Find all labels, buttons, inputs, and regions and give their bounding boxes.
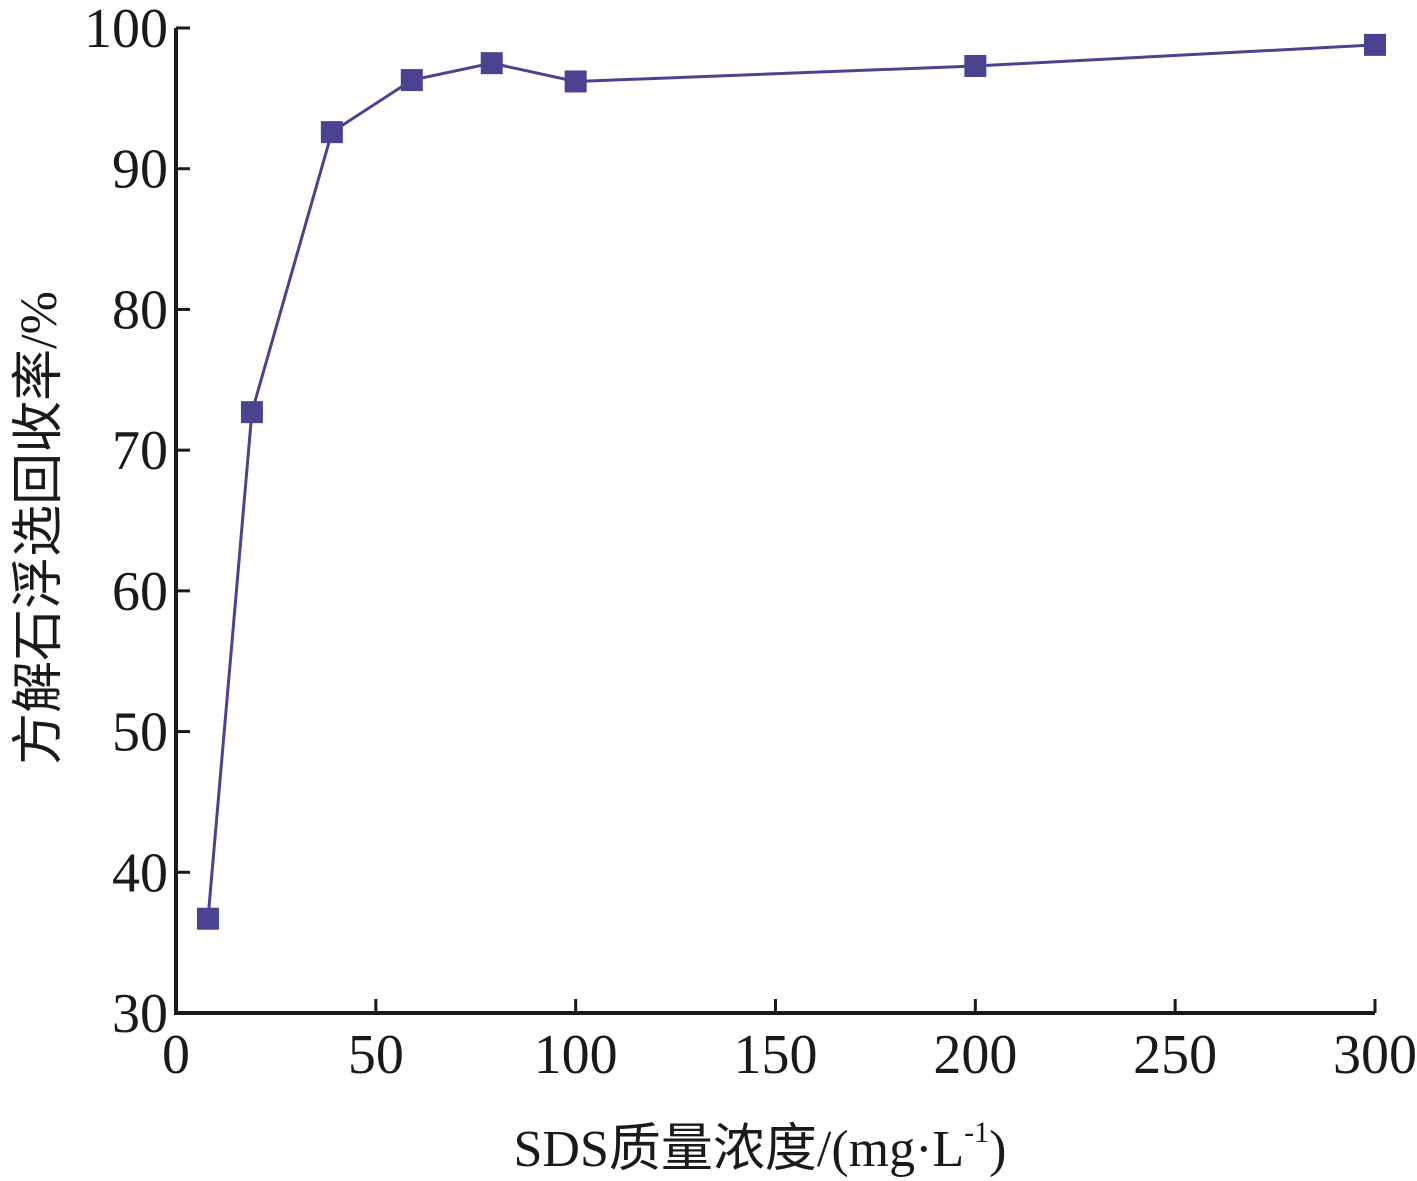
data-point-marker (564, 70, 587, 93)
data-point-marker (240, 401, 263, 424)
x-axis-title-main: SDS质量浓度/(mg·L (513, 1121, 964, 1178)
x-tick-label: 200 (933, 1024, 1017, 1086)
data-point-marker (196, 907, 219, 930)
data-point-marker (1364, 33, 1386, 56)
x-tick-label: 50 (348, 1024, 404, 1086)
data-point-marker (320, 121, 343, 144)
x-tick-label: 100 (534, 1024, 618, 1086)
y-axis-title: 方解石浮选回收率/% (11, 291, 68, 765)
y-tick-label: 90 (112, 139, 168, 201)
x-tick-label: 0 (162, 1024, 190, 1086)
x-tick-label: 300 (1333, 1024, 1417, 1086)
y-tick-label: 40 (112, 842, 168, 904)
y-tick-label: 50 (112, 702, 168, 764)
y-axis-ticks: 30 40 50 60 70 80 90 100 (84, 0, 190, 1045)
x-axis-title: SDS质量浓度/(mg·L-1) (513, 1116, 1006, 1178)
series-layer (196, 33, 1386, 930)
x-tick-label: 250 (1133, 1024, 1217, 1086)
y-tick-label: 80 (112, 279, 168, 341)
x-axis-title-close: ) (989, 1121, 1006, 1178)
x-tick-label: 150 (734, 1024, 818, 1086)
series-line (206, 43, 1376, 919)
y-tick-label: 30 (112, 983, 168, 1045)
data-point-marker (400, 69, 423, 92)
data-point-marker (480, 52, 503, 75)
x-axis-ticks: 0 50 100 150 200 250 300 (162, 999, 1417, 1086)
data-point-marker (964, 54, 987, 77)
y-tick-label: 100 (84, 0, 168, 60)
y-tick-label: 70 (112, 420, 168, 482)
x-axis-title-superscript: -1 (964, 1116, 989, 1149)
y-tick-label: 60 (112, 561, 168, 623)
